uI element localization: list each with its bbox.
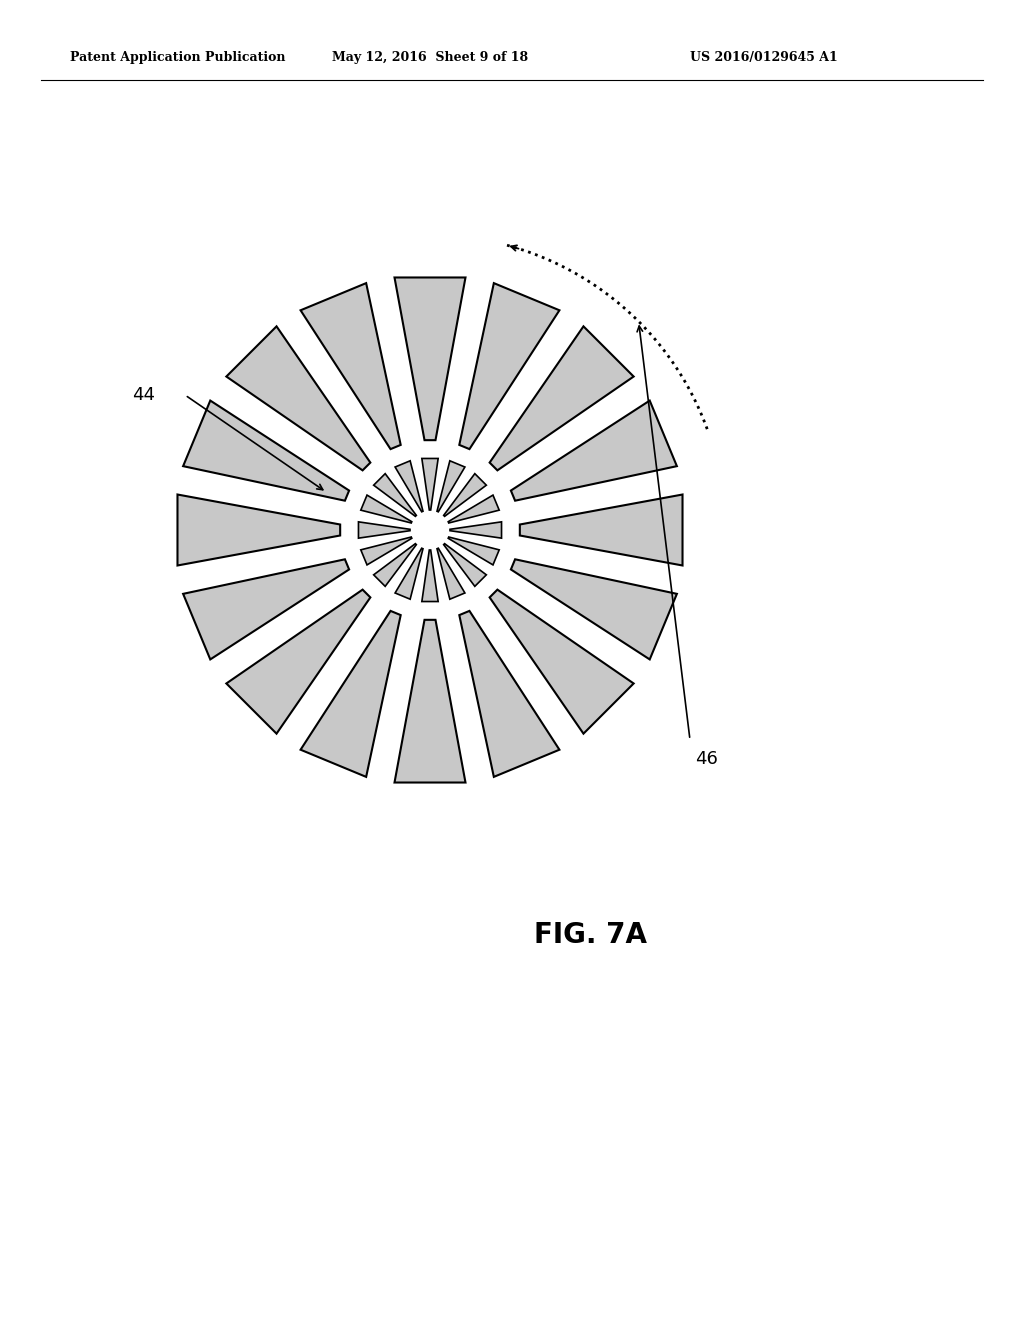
Polygon shape <box>511 400 677 500</box>
Text: FIG. 7A: FIG. 7A <box>534 921 646 949</box>
Polygon shape <box>449 495 500 523</box>
Polygon shape <box>520 495 683 565</box>
Polygon shape <box>422 550 438 602</box>
Polygon shape <box>374 544 417 586</box>
Text: 44: 44 <box>132 385 155 404</box>
Polygon shape <box>374 474 417 516</box>
Polygon shape <box>360 537 412 565</box>
Polygon shape <box>460 611 559 777</box>
Polygon shape <box>301 282 400 449</box>
Polygon shape <box>460 282 559 449</box>
Polygon shape <box>450 521 502 539</box>
Polygon shape <box>183 560 349 660</box>
Polygon shape <box>511 560 677 660</box>
Polygon shape <box>301 611 400 777</box>
Text: Patent Application Publication: Patent Application Publication <box>70 51 286 65</box>
Polygon shape <box>394 277 466 440</box>
Polygon shape <box>360 495 412 523</box>
Polygon shape <box>226 590 371 734</box>
Polygon shape <box>395 548 423 599</box>
Polygon shape <box>489 590 634 734</box>
Polygon shape <box>226 326 371 470</box>
Polygon shape <box>437 461 465 512</box>
Polygon shape <box>443 474 486 516</box>
Polygon shape <box>422 458 438 510</box>
Polygon shape <box>437 548 465 599</box>
Polygon shape <box>394 620 466 783</box>
Text: US 2016/0129645 A1: US 2016/0129645 A1 <box>690 51 838 65</box>
Text: May 12, 2016  Sheet 9 of 18: May 12, 2016 Sheet 9 of 18 <box>332 51 528 65</box>
Polygon shape <box>183 400 349 500</box>
Polygon shape <box>358 521 410 539</box>
Polygon shape <box>395 461 423 512</box>
Polygon shape <box>443 544 486 586</box>
Text: 46: 46 <box>695 750 718 768</box>
Polygon shape <box>177 495 340 565</box>
Polygon shape <box>449 537 500 565</box>
Polygon shape <box>489 326 634 470</box>
